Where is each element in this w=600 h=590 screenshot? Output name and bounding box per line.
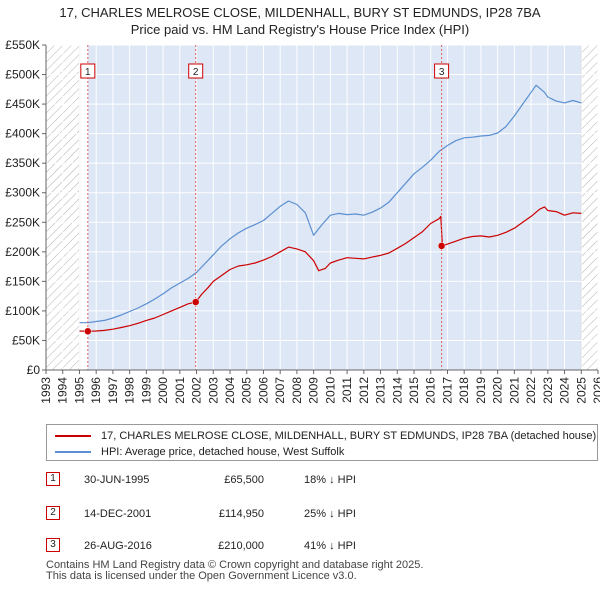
x-tick-label: 2010 — [323, 377, 337, 404]
y-tick-label: £300K — [5, 186, 40, 200]
x-tick-label: 2008 — [290, 377, 304, 404]
sale-number-badge: 1 — [46, 472, 60, 486]
x-tick-label: 1993 — [39, 377, 53, 404]
sale-marker-label-2: 2 — [193, 67, 199, 78]
y-tick-label: £200K — [5, 245, 40, 259]
x-tick-label: 2015 — [407, 377, 421, 404]
legend-swatch-hpi — [55, 451, 91, 453]
x-tick-label: 1994 — [56, 377, 70, 404]
sale-date: 26-AUG-2016 — [84, 540, 152, 552]
x-tick-label: 2014 — [390, 377, 404, 404]
x-tick-label: 2023 — [541, 377, 555, 404]
sale-marker-label-1: 1 — [85, 67, 91, 78]
sale-price: £65,500 — [224, 474, 264, 486]
sale-marker-label-3: 3 — [439, 67, 445, 78]
x-tick-label: 2003 — [206, 377, 220, 404]
y-tick-label: £100K — [5, 304, 40, 318]
sale-point-1 — [84, 327, 92, 336]
y-tick-label: £400K — [5, 127, 40, 141]
y-tick-label: £150K — [5, 274, 40, 288]
x-tick-label: 1999 — [139, 377, 153, 404]
chart-legend: 17, CHARLES MELROSE CLOSE, MILDENHALL, B… — [46, 424, 598, 461]
sale-marker-box-3 — [434, 63, 450, 79]
x-tick-label: 2016 — [424, 377, 438, 404]
x-tick-label: 1997 — [106, 377, 120, 404]
y-tick-label: £50K — [12, 333, 40, 347]
x-tick-label: 2007 — [273, 377, 287, 404]
x-tick-label: 2021 — [507, 377, 521, 404]
y-tick-label: £250K — [5, 215, 40, 229]
sale-hpi-diff: 41% ↓ HPI — [304, 540, 356, 552]
legend-swatch-property — [55, 435, 91, 437]
property-series-line — [79, 206, 582, 332]
x-tick-label: 1998 — [123, 377, 137, 404]
x-tick-label: 2018 — [457, 377, 471, 404]
sale-point-2 — [191, 298, 200, 306]
hpi-series-line — [79, 84, 582, 324]
x-tick-label: 2022 — [524, 377, 538, 404]
x-tick-label: 2013 — [374, 377, 388, 404]
title-line-2: Price paid vs. HM Land Registry's House … — [130, 22, 470, 37]
x-tick-label: 2009 — [307, 377, 321, 404]
sale-date: 14-DEC-2001 — [84, 508, 152, 520]
price-chart: 1 2 3 £0 £50K £100K £150K £200K £250K £300K £350K… — [5, 40, 600, 404]
x-tick-label: 2001 — [173, 377, 187, 404]
footer-line-2: This data is licensed under the Open Gov… — [46, 570, 357, 582]
chart-title: 17, CHARLES MELROSE CLOSE, MILDENHALL, B… — [0, 4, 600, 38]
sale-hpi-diff: 18% ↓ HPI — [304, 474, 356, 486]
shaded-period — [87, 45, 582, 370]
y-tick-label: £550K — [5, 40, 40, 52]
x-tick-label: 2020 — [491, 377, 505, 404]
sale-price: £114,950 — [218, 508, 264, 520]
x-tick-label: 2000 — [156, 377, 170, 404]
x-tick-label: 2026 — [591, 377, 600, 404]
y-tick-label: £450K — [5, 97, 40, 111]
x-tick-label: 2005 — [240, 377, 254, 404]
x-tick-label: 2017 — [440, 377, 454, 404]
legend-label-property: 17, CHARLES MELROSE CLOSE, MILDENHALL, B… — [101, 430, 597, 442]
x-tick-label: 2002 — [190, 377, 204, 404]
x-tick-label: 2006 — [256, 377, 270, 404]
sale-hpi-diff: 25% ↓ HPI — [304, 508, 356, 520]
x-tick-label: 2012 — [357, 377, 371, 404]
y-tick-label: £0 — [27, 363, 41, 377]
footer-attribution: Contains HM Land Registry data © Crown c… — [46, 560, 423, 582]
footer-line-1: Contains HM Land Registry data © Crown c… — [46, 559, 424, 571]
y-tick-label: £350K — [5, 156, 40, 170]
hatched-region-2 — [581, 45, 598, 370]
sale-number-badge: 3 — [46, 538, 60, 552]
legend-label-hpi: HPI: Average price, detached house, West… — [101, 446, 345, 458]
x-tick-label: 1996 — [89, 377, 103, 404]
x-tick-label: 2024 — [558, 377, 572, 404]
sale-number-badge: 2 — [46, 506, 60, 520]
title-line-1: 17, CHARLES MELROSE CLOSE, MILDENHALL, B… — [59, 5, 541, 20]
x-tick-label: 2004 — [223, 377, 237, 404]
x-tick-label: 2011 — [340, 377, 354, 403]
sale-price: £210,000 — [218, 540, 264, 552]
x-tick-label: 2025 — [574, 377, 588, 404]
sale-marker-box-1 — [80, 63, 96, 79]
y-tick-label: £500K — [5, 68, 40, 82]
x-tick-label: 1995 — [72, 377, 86, 404]
table-row: 2 14-DEC-2001 £114,950 25% ↓ HPI — [46, 506, 586, 522]
sale-point-3 — [437, 242, 446, 250]
table-row: 1 30-JUN-1995 £65,500 18% ↓ HPI — [46, 472, 586, 488]
sale-date: 30-JUN-1995 — [84, 474, 150, 486]
sale-marker-box-2 — [188, 63, 204, 79]
x-tick-label: 2019 — [474, 377, 488, 404]
table-row: 3 26-AUG-2016 £210,000 41% ↓ HPI — [46, 538, 586, 554]
